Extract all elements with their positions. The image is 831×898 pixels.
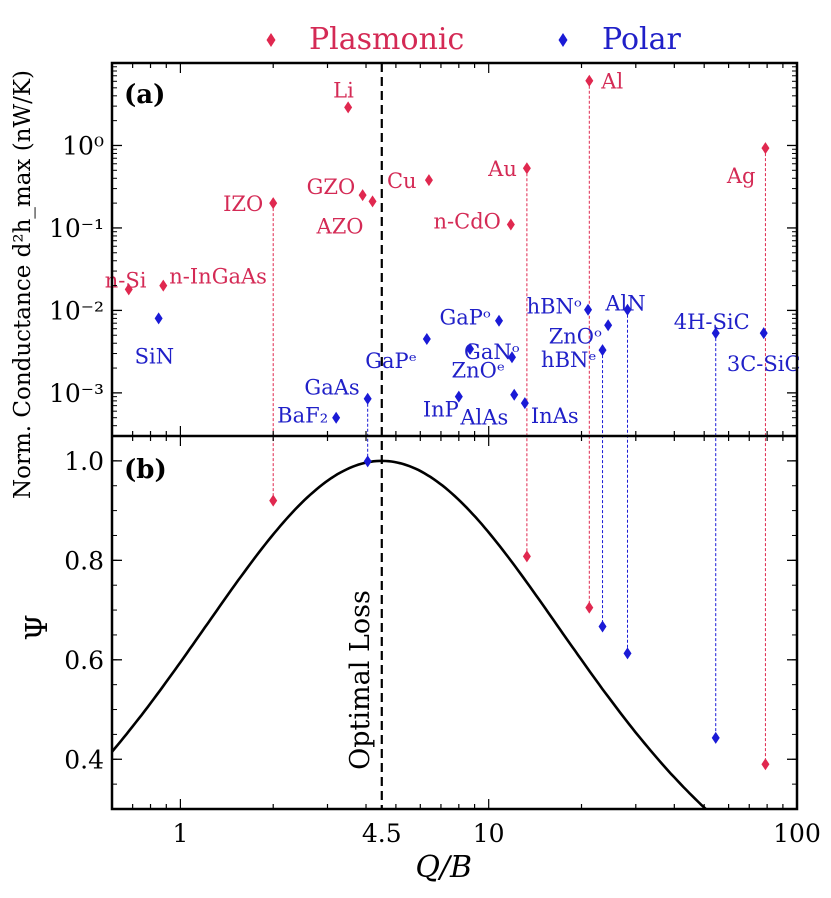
label-al: Al <box>600 70 623 94</box>
point-a-inas <box>520 397 529 410</box>
point-a-n-ingaas <box>159 279 168 292</box>
y-tick-label-b: 0.4 <box>64 745 104 774</box>
label-gaas: GaAs <box>304 376 359 400</box>
point-a-inp <box>454 390 463 403</box>
label-aln: AlN <box>604 292 645 316</box>
x-axis-label: Q/B <box>415 850 472 885</box>
point-a-sin <box>154 312 163 325</box>
label-izo: IZO <box>223 192 263 216</box>
legend-polar-label: Polar <box>602 22 682 57</box>
label-hbn: hBNᵉ <box>541 348 596 372</box>
label-zno: ZnOᵒ <box>549 324 602 348</box>
point-a-ag <box>761 142 770 155</box>
label-zno: ZnOᵉ <box>452 358 505 382</box>
panel-a-tag: (a) <box>124 80 165 110</box>
point-a-al <box>585 74 594 87</box>
point-a-hbn <box>598 344 607 357</box>
label-au: Au <box>487 157 517 181</box>
panel-a-points <box>124 74 770 424</box>
y-tick-label-a: 10⁻¹ <box>49 214 104 243</box>
x-tick-label: 4.5 <box>362 819 402 848</box>
label-ag: Ag <box>726 164 756 188</box>
point-a-3c-sic <box>759 327 768 340</box>
point-a-gzo <box>358 189 367 202</box>
point-b-ag <box>761 758 770 771</box>
panel-b-points <box>269 455 770 771</box>
point-a-gan <box>466 343 475 356</box>
x-tick-label: 1 <box>172 819 188 848</box>
y-tick-label-a: 10⁻² <box>49 296 104 325</box>
point-a-baf <box>332 411 341 424</box>
label-gan: GaNᵒ <box>464 340 520 364</box>
label-gap: GaPᵉ <box>365 349 417 373</box>
point-b-gaas <box>363 455 372 468</box>
panel-a-labels: n-Si n-InGaAsIZOLiGZOAZOCun-CdOAuAlAgSiNB… <box>105 70 801 430</box>
label-n-ingaas: n-InGaAs <box>169 265 267 289</box>
panel-b-tag: (b) <box>124 455 167 485</box>
label-alas: AlAs <box>459 406 508 430</box>
legend-polar-marker <box>558 33 568 47</box>
point-a-aln <box>623 303 632 316</box>
point-a-zno <box>604 319 613 332</box>
legend-plasmonic-marker <box>266 33 276 47</box>
point-a-cu <box>424 174 433 187</box>
point-a-li <box>344 101 353 114</box>
point-a-gaas <box>363 392 372 405</box>
x-tick-label: 10 <box>473 819 505 848</box>
label-3c-sic: 3C-SiC <box>727 352 801 376</box>
point-a-zno <box>507 351 516 364</box>
point-a-n-si <box>124 283 133 296</box>
point-b-hbn <box>598 620 607 633</box>
point-a-4h-sic <box>711 327 720 340</box>
label-cu: Cu <box>387 169 417 193</box>
point-b-izo <box>269 494 278 507</box>
y-tick-label-b: 1.0 <box>64 447 104 476</box>
label-inp: InP <box>423 398 459 422</box>
point-b-aln <box>623 647 632 660</box>
label-n-cdo: n-CdO <box>434 210 501 234</box>
y-tick-label-a: 10⁻³ <box>49 379 104 408</box>
point-b-al <box>585 601 594 614</box>
point-a-n-cdo <box>506 218 515 231</box>
point-b-4h-sic <box>711 731 720 744</box>
label-gzo: GZO <box>307 175 356 199</box>
legend: Plasmonic Polar <box>266 22 682 57</box>
y-axis-label-b: Ψ <box>20 614 55 640</box>
psi-curve-layer <box>112 459 708 809</box>
label-sin: SiN <box>135 344 174 368</box>
label-hbn: hBNᵒ <box>527 295 582 319</box>
point-b-au <box>522 550 531 563</box>
y-axis-label-a: Norm. Conductance d²h_max (nW/K) <box>10 70 36 499</box>
point-a-izo <box>269 197 278 210</box>
point-a-gap <box>422 333 431 346</box>
connector-lines <box>272 80 766 765</box>
y-tick-label-b: 0.8 <box>64 546 104 575</box>
label-baf: BaF₂ <box>277 404 328 428</box>
label-li: Li <box>333 78 354 102</box>
label-azo: AZO <box>316 214 364 238</box>
point-a-gap <box>495 314 504 327</box>
point-a-alas <box>510 388 519 401</box>
point-a-azo <box>368 195 377 208</box>
x-tick-label: 100 <box>773 819 821 848</box>
label-inas: InAs <box>531 404 579 428</box>
legend-plasmonic-label: Plasmonic <box>309 22 464 57</box>
point-a-hbn <box>584 303 593 316</box>
optimal-loss-annotation: Optimal Loss <box>345 590 376 770</box>
axes: (a) (b) 1 4.5 10 100 Q/B 10⁻³ 10⁻² 10⁻¹ 10⁰ Norm. C… <box>10 61 821 885</box>
y-tick-label-b: 0.6 <box>64 646 104 675</box>
point-a-au <box>522 162 531 175</box>
psi-curve <box>112 459 708 809</box>
label-4h-sic: 4H-SiC <box>674 310 750 334</box>
label-gap: GaPᵒ <box>439 306 491 330</box>
y-tick-label-a: 10⁰ <box>62 131 104 160</box>
